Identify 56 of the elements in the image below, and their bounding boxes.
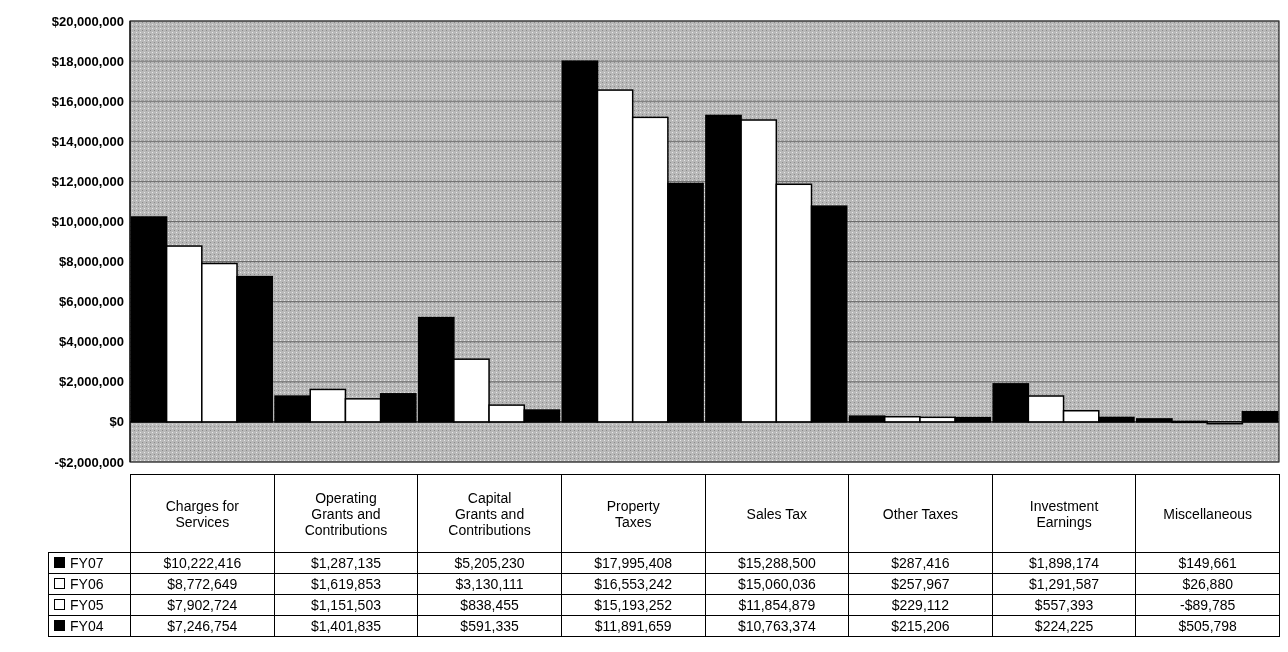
y-tick-label: $18,000,000: [51, 53, 124, 69]
y-tick-label: $16,000,000: [51, 93, 124, 109]
data-label: $1,291,587: [992, 573, 1136, 595]
data-label: -$89,785: [1135, 594, 1280, 616]
data-label: $229,112: [848, 594, 993, 616]
data-label: $11,891,659: [561, 615, 705, 637]
y-tick-label: $12,000,000: [51, 173, 124, 189]
data-label: $10,222,416: [130, 552, 275, 574]
data-label: $1,401,835: [274, 615, 418, 637]
y-tick-label: $0: [109, 414, 124, 430]
data-label: $591,335: [417, 615, 562, 637]
data-label: $11,854,879: [705, 594, 849, 616]
data-label: $16,553,242: [561, 573, 705, 595]
x-tick-label: Other Taxes: [881, 505, 960, 522]
data-label: $7,902,724: [130, 594, 275, 616]
data-label: $10,763,374: [705, 615, 849, 637]
data-label: $17,995,408: [561, 552, 705, 574]
data-label: $8,772,649: [130, 573, 275, 595]
y-tick-label: $8,000,000: [58, 254, 124, 270]
x-tick-label: Operating Grants and Contributions: [303, 489, 389, 538]
data-label: $7,246,754: [130, 615, 275, 637]
data-label: $5,205,230: [417, 552, 562, 574]
x-tick-label: Capital Grants and Contributions: [447, 489, 532, 538]
legend-label: FY06: [70, 576, 104, 592]
data-label: $287,416: [848, 552, 993, 574]
data-label: $257,967: [848, 573, 993, 595]
data-label: $1,287,135: [274, 552, 418, 574]
data-label: $505,798: [1135, 615, 1280, 637]
data-label: $1,619,853: [274, 573, 418, 595]
x-tick-label: Property Taxes: [605, 497, 661, 530]
data-label: $15,193,252: [561, 594, 705, 616]
y-tick-label: $2,000,000: [58, 374, 124, 390]
x-tick-label: Miscellaneous: [1162, 505, 1254, 522]
data-label: $3,130,111: [417, 573, 562, 595]
x-tick-label: Charges for Services: [164, 497, 240, 530]
y-tick-label: -$2,000,000: [54, 454, 124, 470]
legend-label: FY05: [70, 597, 104, 613]
data-label: $26,880: [1135, 573, 1280, 595]
data-label: $215,206: [848, 615, 993, 637]
y-tick-label: $14,000,000: [51, 133, 124, 149]
y-tick-label: $6,000,000: [58, 294, 124, 310]
legend-label: FY07: [70, 555, 104, 571]
y-tick-label: $20,000,000: [51, 13, 124, 29]
data-label: $557,393: [992, 594, 1136, 616]
data-label: $1,898,174: [992, 552, 1136, 574]
data-label: $149,661: [1135, 552, 1280, 574]
data-label: $838,455: [417, 594, 562, 616]
data-label: $1,151,503: [274, 594, 418, 616]
data-label: $15,060,036: [705, 573, 849, 595]
y-tick-label: $4,000,000: [58, 334, 124, 350]
x-tick-label: Sales Tax: [745, 505, 809, 522]
legend-label: FY04: [70, 618, 104, 634]
y-tick-label: $10,000,000: [51, 214, 124, 229]
data-label: $224,225: [992, 615, 1136, 637]
x-tick-label: Investment Earnings: [1028, 497, 1100, 530]
data-label: $15,288,500: [705, 552, 849, 574]
